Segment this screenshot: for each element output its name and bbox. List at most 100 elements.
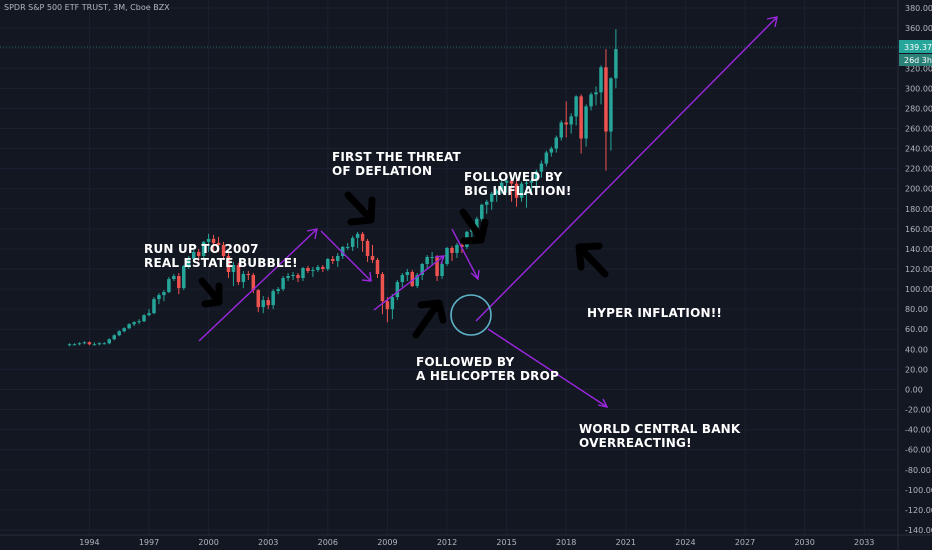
- candle: [524, 180, 529, 208]
- candle-body: [97, 343, 102, 345]
- candle-body: [430, 256, 434, 258]
- candle: [355, 231, 360, 248]
- candle-body: [445, 247, 449, 264]
- candle: [599, 65, 603, 105]
- candle-body: [499, 182, 504, 191]
- candle-body: [251, 275, 256, 291]
- x-tick-label: 2018: [556, 538, 576, 547]
- candle-body: [306, 268, 310, 272]
- candle-body: [355, 233, 360, 238]
- candle: [147, 309, 151, 317]
- candle-body: [127, 324, 131, 329]
- candle-body: [241, 274, 246, 283]
- trend-arrow-recovery: [373, 255, 445, 311]
- candle: [172, 274, 176, 282]
- candle-body: [370, 255, 375, 260]
- candle: [564, 101, 568, 138]
- candle: [97, 342, 102, 346]
- candle-body: [514, 183, 519, 198]
- candle: [107, 338, 112, 345]
- y-tick-label: 380.00: [905, 4, 932, 13]
- candle: [514, 179, 519, 207]
- trend-arrow-recovery-head: [434, 255, 446, 265]
- candle: [405, 269, 410, 282]
- candle: [316, 264, 320, 273]
- candle-body: [157, 295, 161, 300]
- candle-body: [539, 163, 544, 172]
- candle-body: [162, 292, 166, 296]
- candle: [246, 271, 251, 281]
- candle: [594, 86, 598, 106]
- candle-body: [92, 344, 97, 346]
- candle-body: [211, 238, 216, 243]
- candle-body: [559, 122, 563, 138]
- x-tick-label: 2030: [794, 538, 814, 547]
- candle: [445, 246, 449, 266]
- candle-body: [336, 255, 340, 261]
- candle-body: [296, 275, 300, 279]
- candle: [291, 272, 295, 281]
- candle: [167, 277, 171, 294]
- candle: [385, 297, 390, 323]
- y-tick-label: 220.00: [905, 165, 932, 174]
- y-tick-label: -40.00: [905, 426, 931, 435]
- time-axis[interactable]: 1994 1997 2000 2003 2006 2009 2012 2015 2018 2021…: [0, 534, 932, 547]
- candle-body: [147, 313, 151, 316]
- y-tick-label: 140.00: [905, 245, 932, 254]
- trend-arrow-overreact-head: [597, 398, 609, 409]
- marker-arrows: [198, 191, 609, 339]
- candle: [137, 319, 141, 325]
- y-tick-label: 240.00: [905, 145, 932, 154]
- candle: [430, 251, 434, 265]
- candle-body: [460, 244, 464, 247]
- x-tick-label: 2000: [198, 538, 218, 547]
- candle: [529, 178, 534, 193]
- candle-body: [519, 183, 524, 198]
- candle: [266, 297, 270, 310]
- last-price-value: 339.37: [904, 43, 932, 52]
- trend-arrow-hyper: [475, 16, 778, 322]
- candle-body: [494, 190, 499, 194]
- candle-body: [415, 275, 419, 287]
- y-tick-label: 200.00: [905, 185, 932, 194]
- candle: [350, 235, 355, 251]
- y-tick-label: -140.00: [905, 526, 932, 535]
- candle-body: [435, 256, 439, 277]
- x-tick-label: 2033: [854, 538, 874, 547]
- candle-body: [172, 276, 176, 280]
- annotation-hyper-inflation: HYPER INFLATION!!: [587, 306, 723, 320]
- candle: [336, 252, 340, 267]
- candle: [206, 233, 211, 252]
- candle: [395, 280, 400, 301]
- candle: [425, 254, 429, 270]
- candle: [415, 273, 419, 289]
- candle-body: [475, 218, 479, 228]
- x-tick-label: 2012: [437, 538, 457, 547]
- candle-body: [167, 279, 171, 293]
- x-tick-label: 1997: [139, 538, 159, 547]
- candle: [410, 270, 414, 288]
- candle-body: [380, 274, 385, 302]
- candle: [569, 113, 573, 134]
- candle-body: [529, 180, 534, 183]
- candle: [122, 327, 126, 333]
- candle-body: [420, 263, 424, 276]
- candle-body: [137, 321, 141, 323]
- candle: [544, 150, 549, 167]
- candle-body: [609, 78, 613, 132]
- candle: [554, 135, 559, 153]
- candle-body: [489, 193, 494, 202]
- candle-body: [132, 322, 136, 325]
- candle: [321, 264, 325, 273]
- candle-body: [569, 116, 573, 125]
- candle-body: [440, 263, 444, 277]
- annotation-deflation: FIRST THE THREAT OF DEFLATION: [332, 150, 461, 178]
- candle-body: [291, 275, 295, 277]
- candle: [365, 238, 370, 262]
- candle-body: [395, 282, 400, 298]
- candle: [435, 254, 439, 282]
- grid: [0, 0, 898, 535]
- trend-arrow-overreact: [487, 328, 608, 408]
- candle: [201, 240, 206, 259]
